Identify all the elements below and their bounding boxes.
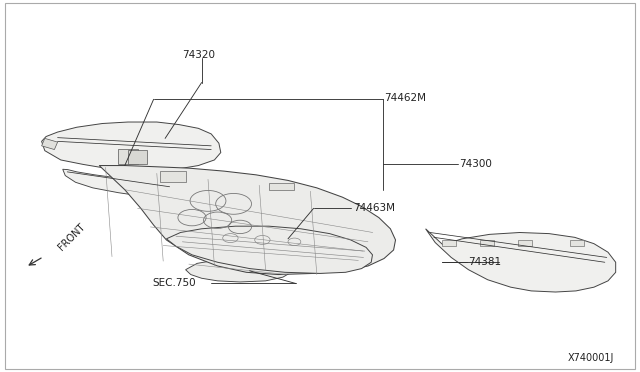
Text: SEC.750: SEC.750 <box>152 279 196 288</box>
Text: FRONT: FRONT <box>56 222 87 252</box>
Polygon shape <box>63 169 173 197</box>
Polygon shape <box>426 229 616 292</box>
Polygon shape <box>166 226 372 273</box>
Text: 74300: 74300 <box>460 159 492 169</box>
Polygon shape <box>128 150 147 164</box>
Text: 74320: 74320 <box>182 50 216 60</box>
Polygon shape <box>99 166 396 275</box>
Text: 74381: 74381 <box>468 257 502 267</box>
Polygon shape <box>42 138 58 150</box>
Polygon shape <box>118 149 138 164</box>
Polygon shape <box>42 122 221 171</box>
Polygon shape <box>160 171 186 182</box>
Text: X740001J: X740001J <box>568 353 614 363</box>
Text: 74463M: 74463M <box>353 203 396 213</box>
Polygon shape <box>518 240 532 246</box>
Polygon shape <box>186 260 291 282</box>
Text: 74462M: 74462M <box>384 93 426 103</box>
Polygon shape <box>480 240 494 246</box>
Polygon shape <box>269 183 294 190</box>
Polygon shape <box>570 240 584 246</box>
Polygon shape <box>442 240 456 246</box>
